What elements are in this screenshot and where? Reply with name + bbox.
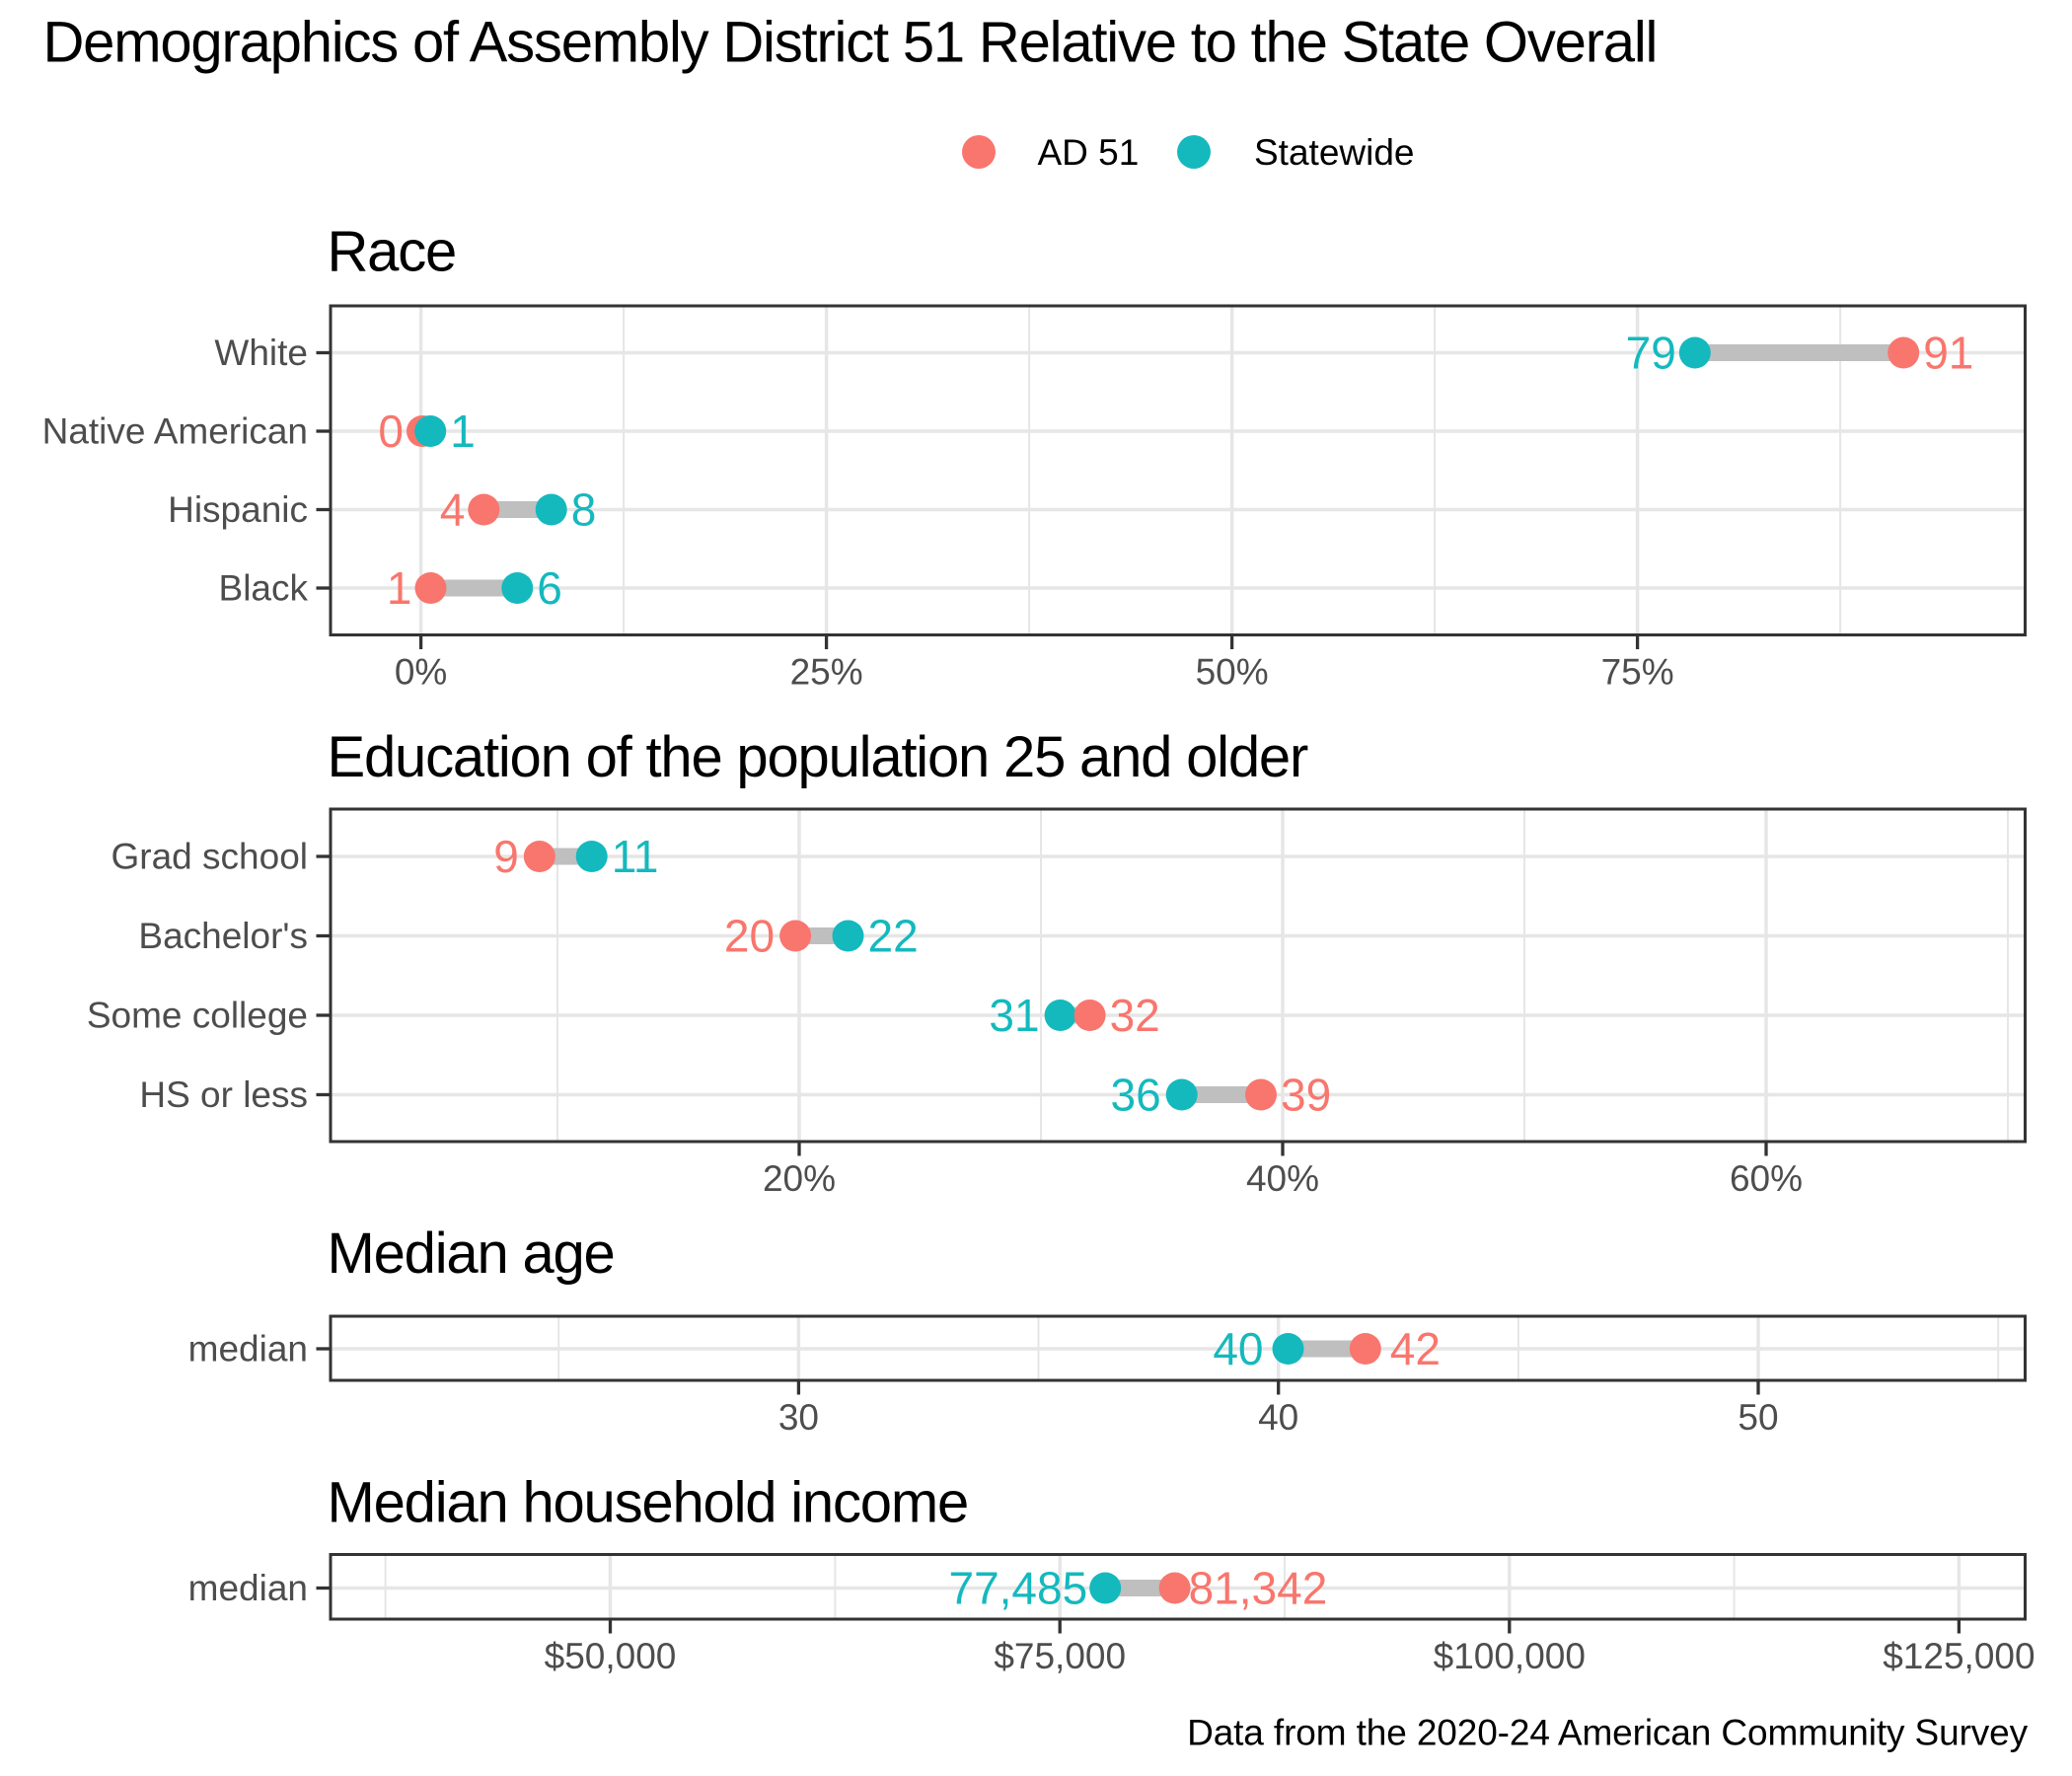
svg-text:8: 8: [571, 483, 597, 535]
svg-text:HS or less: HS or less: [139, 1074, 308, 1115]
svg-text:Race: Race: [328, 219, 457, 283]
svg-text:11: 11: [612, 831, 659, 882]
svg-text:White: White: [214, 333, 308, 373]
svg-text:Grad school: Grad school: [111, 837, 309, 877]
svg-text:81,342: 81,342: [1189, 1562, 1328, 1613]
svg-text:1: 1: [387, 562, 412, 614]
svg-text:Black: Black: [219, 568, 309, 609]
svg-text:Statewide: Statewide: [1254, 132, 1415, 173]
svg-text:$100,000: $100,000: [1434, 1636, 1586, 1676]
svg-text:1: 1: [450, 406, 476, 457]
svg-text:Some college: Some college: [87, 996, 308, 1036]
svg-text:Demographics of Assembly Distr: Demographics of Assembly District 51 Rel…: [43, 11, 1658, 75]
svg-text:9: 9: [493, 831, 519, 882]
svg-text:median: median: [188, 1329, 308, 1369]
svg-text:20: 20: [724, 910, 775, 961]
svg-text:40%: 40%: [1246, 1158, 1319, 1199]
svg-text:50%: 50%: [1196, 652, 1269, 693]
svg-text:39: 39: [1281, 1069, 1331, 1120]
svg-text:Bachelor's: Bachelor's: [138, 916, 308, 956]
svg-text:Data from the 2020-24 American: Data from the 2020-24 American Community…: [1187, 1713, 2029, 1753]
svg-text:31: 31: [989, 990, 1039, 1041]
svg-text:60%: 60%: [1730, 1158, 1803, 1199]
svg-text:$75,000: $75,000: [994, 1636, 1126, 1676]
svg-text:25%: 25%: [790, 652, 863, 693]
svg-text:Median household income: Median household income: [328, 1471, 969, 1535]
svg-text:$125,000: $125,000: [1883, 1636, 2035, 1676]
svg-text:4: 4: [440, 483, 466, 535]
svg-text:0: 0: [378, 406, 404, 457]
svg-text:42: 42: [1390, 1323, 1441, 1374]
svg-text:77,485: 77,485: [948, 1562, 1087, 1613]
svg-text:91: 91: [1923, 327, 1973, 378]
svg-text:$50,000: $50,000: [545, 1636, 677, 1676]
svg-text:40: 40: [1258, 1397, 1298, 1438]
svg-text:Hispanic: Hispanic: [168, 489, 308, 530]
svg-text:50: 50: [1738, 1397, 1778, 1438]
svg-text:75%: 75%: [1601, 652, 1674, 693]
svg-text:6: 6: [537, 562, 562, 614]
svg-text:32: 32: [1110, 990, 1160, 1041]
svg-text:20%: 20%: [763, 1158, 836, 1199]
svg-text:Median age: Median age: [328, 1221, 615, 1286]
svg-text:30: 30: [778, 1397, 819, 1438]
svg-text:0%: 0%: [395, 652, 447, 693]
svg-text:median: median: [188, 1568, 308, 1608]
svg-text:36: 36: [1111, 1069, 1161, 1120]
svg-text:Native American: Native American: [42, 411, 308, 452]
svg-text:22: 22: [868, 910, 919, 961]
svg-text:AD 51: AD 51: [1038, 132, 1140, 173]
svg-text:79: 79: [1626, 327, 1676, 378]
svg-text:40: 40: [1213, 1323, 1263, 1374]
svg-text:Education of the population 25: Education of the population 25 and older: [328, 725, 1308, 789]
